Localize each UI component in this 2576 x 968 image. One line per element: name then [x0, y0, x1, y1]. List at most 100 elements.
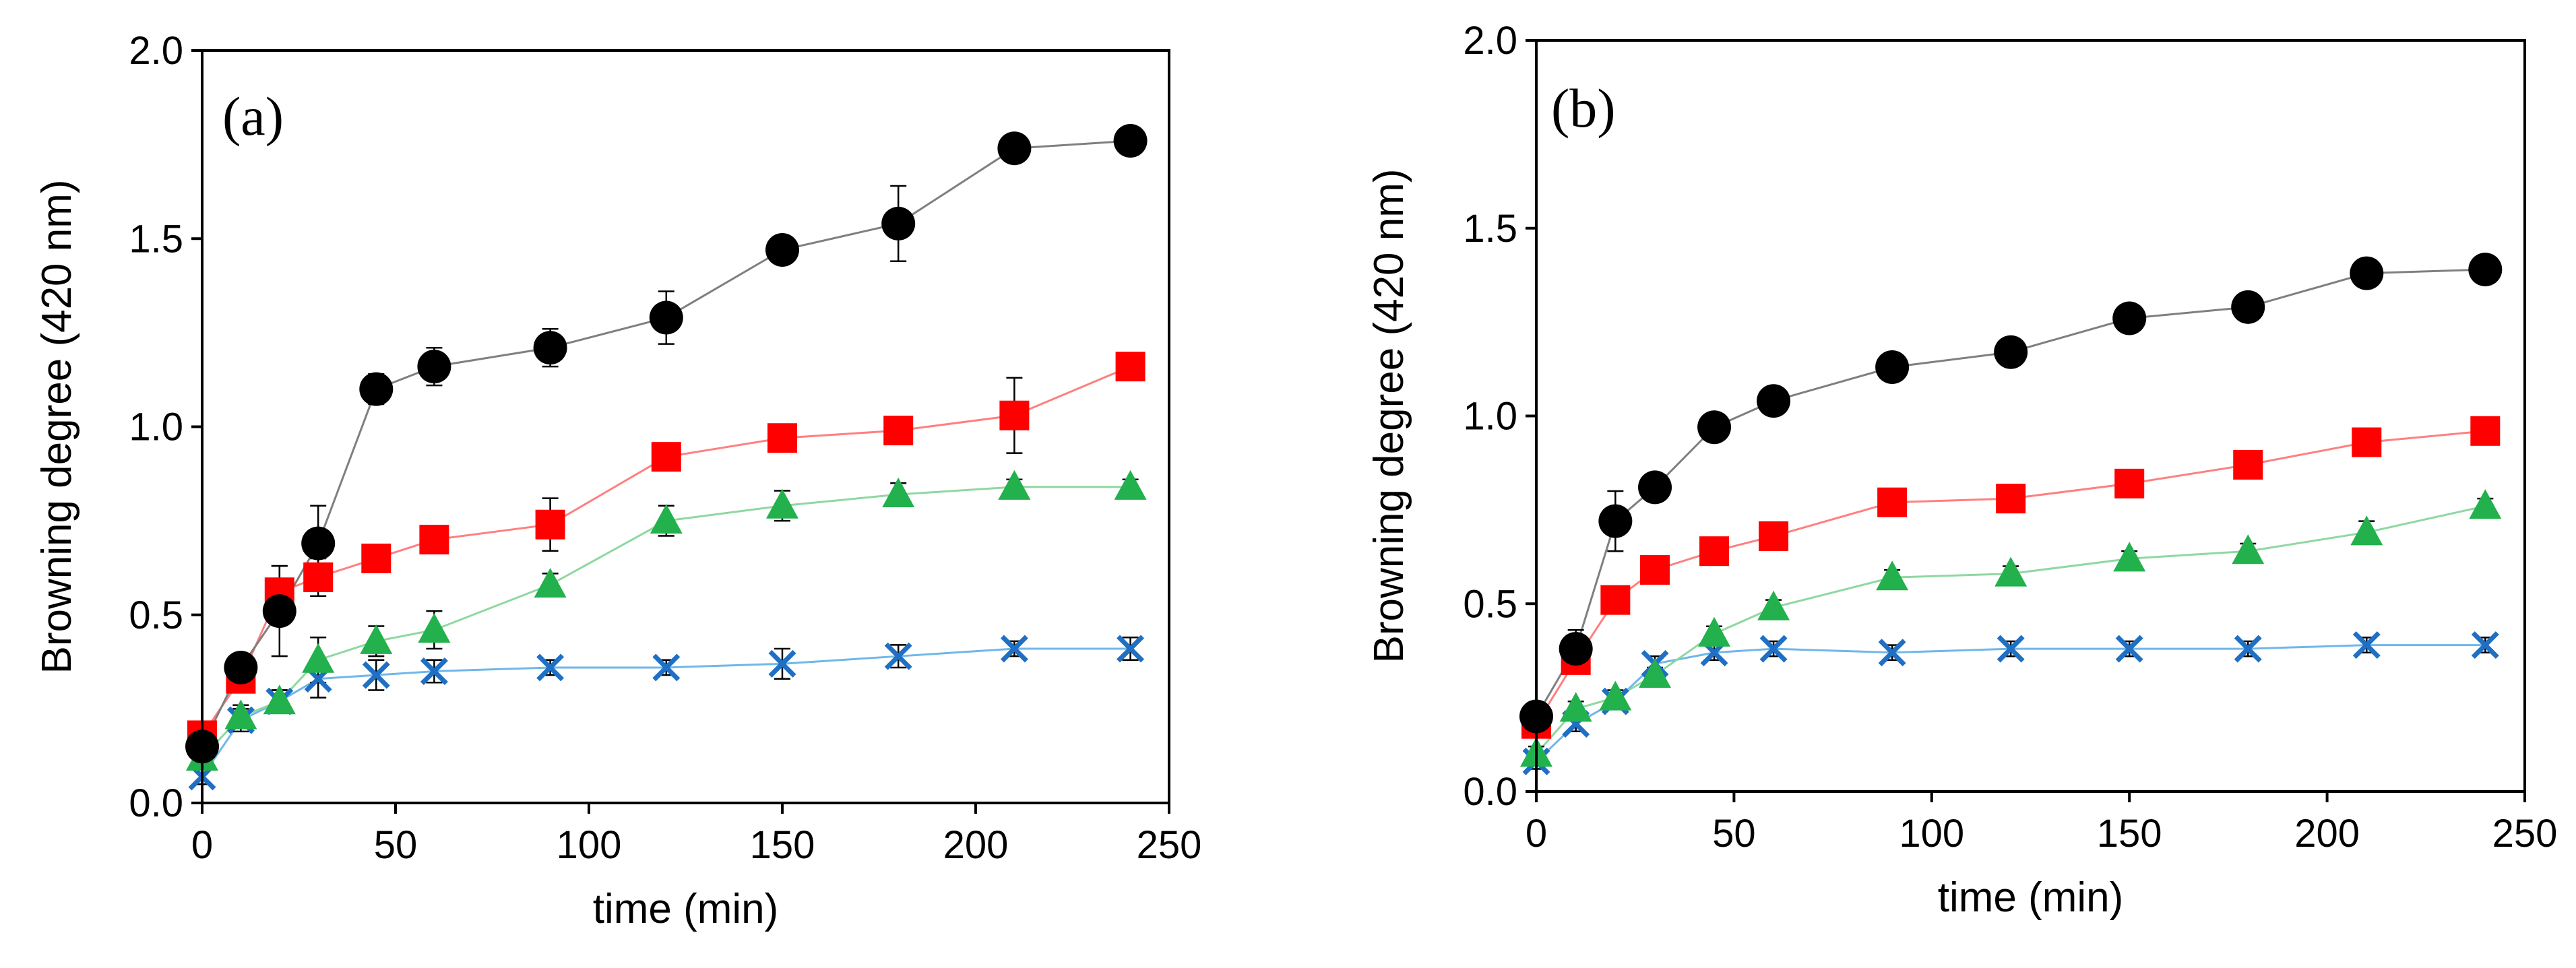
- panel-label: (a): [222, 86, 284, 147]
- data-point-circle: [1875, 350, 1910, 385]
- y-tick-label: 1.0: [129, 406, 183, 449]
- data-point-circle: [1994, 335, 2028, 369]
- data-point-triangle: [1114, 470, 1147, 500]
- series-line-triangle: [1535, 505, 2486, 755]
- x-tick-label: 250: [2492, 812, 2558, 856]
- data-point-square: [361, 543, 391, 573]
- data-point-square: [1699, 536, 1730, 567]
- x-tick-label: 200: [2294, 812, 2360, 856]
- y-tick-label: 2.0: [1463, 19, 1517, 63]
- y-axis-title: Browning degree (420 nm): [1366, 168, 1412, 663]
- axis-ticks-layer: 0 50 100 150 200 250 0.0 0.5 1.0 1.5 2.0: [1463, 19, 2557, 856]
- data-point-square: [303, 562, 334, 592]
- data-point-circle: [1697, 410, 1732, 445]
- axis-ticks-layer: 0 50 100 150 200 250 0.0 0.5 1.0 1.5 2.0: [129, 29, 1201, 867]
- data-point-x: [2352, 631, 2381, 659]
- data-point-circle: [765, 233, 799, 267]
- data-point-triangle: [1757, 590, 1790, 620]
- data-point-circle: [997, 131, 1032, 166]
- data-point-x: [2471, 631, 2499, 659]
- x-tick-label: 0: [191, 823, 213, 867]
- data-point-square: [1640, 555, 1670, 585]
- data-point-circle: [1598, 504, 1633, 538]
- data-point-triangle: [263, 684, 296, 715]
- y-tick-label: 0.0: [1463, 770, 1517, 814]
- panel-label: (b): [1551, 77, 1616, 139]
- data-point-triangle: [360, 624, 393, 654]
- x-tick-label: 50: [1712, 812, 1756, 856]
- data-point-square: [1877, 487, 1908, 517]
- data-point-circle: [2350, 256, 2384, 290]
- markers-layer: [1519, 253, 2503, 775]
- x-tick-label: 100: [1899, 812, 1964, 856]
- data-point-triangle: [2350, 515, 2383, 546]
- data-point-square: [2233, 449, 2263, 480]
- data-point-triangle: [1876, 560, 1909, 591]
- y-tick-label: 1.0: [1463, 395, 1517, 439]
- data-point-triangle: [1994, 556, 2028, 587]
- data-point-x: [1117, 635, 1145, 663]
- data-point-circle: [262, 594, 296, 628]
- data-point-x: [1000, 635, 1028, 663]
- data-point-triangle: [2113, 542, 2146, 572]
- x-tick-label: 0: [1526, 812, 1547, 856]
- data-point-triangle: [1599, 680, 1632, 711]
- x-tick-label: 150: [750, 823, 815, 867]
- data-point-square: [767, 423, 797, 453]
- y-tick-label: 2.0: [129, 29, 183, 73]
- data-point-x: [768, 649, 796, 678]
- data-point-square: [2470, 416, 2501, 446]
- data-point-x: [420, 657, 448, 685]
- data-point-triangle: [302, 643, 335, 673]
- data-point-x: [536, 653, 565, 682]
- data-point-triangle: [998, 470, 1031, 500]
- data-point-circle: [417, 350, 451, 384]
- data-point-square: [419, 525, 449, 555]
- series-line-x: [1535, 644, 2486, 763]
- data-point-circle: [2112, 301, 2147, 335]
- data-point-triangle: [1639, 658, 1672, 688]
- data-point-circle: [224, 650, 258, 684]
- data-point-square: [1115, 352, 1145, 382]
- x-tick-label: 250: [1137, 823, 1202, 867]
- y-tick-label: 0.5: [1463, 582, 1517, 626]
- x-axis-title: time (min): [593, 886, 779, 932]
- data-point-square: [651, 442, 681, 472]
- x-axis-title: time (min): [1938, 874, 2124, 921]
- x-tick-label: 200: [943, 823, 1009, 867]
- data-point-square: [1996, 484, 2026, 514]
- data-point-circle: [533, 331, 567, 365]
- data-point-triangle: [766, 488, 798, 519]
- data-point-x: [1997, 635, 2025, 663]
- data-point-circle: [881, 206, 916, 240]
- data-point-triangle: [534, 568, 567, 598]
- data-point-triangle: [1698, 616, 1731, 647]
- data-point-triangle: [1559, 692, 1592, 722]
- data-point-triangle: [418, 613, 451, 643]
- x-tick-label: 50: [374, 823, 418, 867]
- data-point-x: [1878, 639, 1906, 667]
- data-point-triangle: [224, 699, 257, 730]
- x-tick-label: 150: [2097, 812, 2162, 856]
- data-point-circle: [1113, 124, 1148, 158]
- y-tick-label: 0.0: [129, 781, 183, 825]
- data-point-triangle: [2469, 489, 2502, 519]
- data-point-x: [2115, 635, 2143, 663]
- chart-b: 0 50 100 150 200 250 0.0 0.5 1.0 1.5 2.0 (b) time …: [1366, 19, 2557, 921]
- data-point-square: [1759, 521, 1789, 551]
- data-point-circle: [359, 372, 394, 406]
- series-line-square: [201, 365, 1131, 736]
- data-point-square: [2352, 427, 2382, 457]
- data-point-x: [1759, 635, 1788, 663]
- data-point-square: [883, 416, 914, 446]
- data-point-square: [2114, 468, 2145, 498]
- data-point-x: [362, 661, 390, 689]
- data-point-x: [884, 642, 912, 670]
- markers-layer: [185, 124, 1148, 791]
- data-point-triangle: [2232, 534, 2265, 564]
- data-point-circle: [301, 526, 336, 560]
- data-point-square: [999, 400, 1030, 430]
- x-tick-label: 100: [557, 823, 622, 867]
- chart-a: 0 50 100 150 200 250 0.0 0.5 1.0 1.5 2.0 (a) time …: [34, 29, 1201, 932]
- data-point-square: [1600, 585, 1631, 615]
